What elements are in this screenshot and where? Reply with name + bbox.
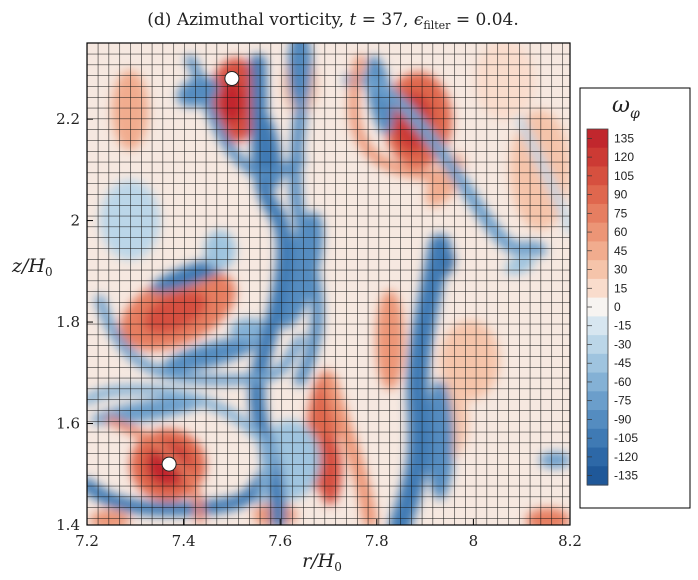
colorbar-swatch (587, 353, 608, 374)
colorbar-swatch (587, 335, 608, 355)
y-tick-label: 1.8 (56, 313, 80, 331)
colorbar-swatch (587, 297, 608, 317)
x-tick-label: 7.6 (268, 532, 292, 550)
plot-area (87, 43, 570, 525)
vortex-core-marker (161, 456, 177, 472)
y-tick-label: 1.4 (56, 516, 80, 534)
colorbar-swatch (587, 466, 608, 486)
y-tick-label: 2 (70, 212, 80, 230)
colorbar-label: -30 (614, 337, 632, 351)
colorbar-label: 120 (614, 150, 634, 164)
chart-title: (d) Azimuthal vorticity, t = 37, ϵfilter… (147, 10, 518, 32)
colorbar-label: -120 (614, 450, 638, 464)
colorbar-swatch (587, 278, 608, 299)
x-axis: 7.2 7.4 7.6 7.8 8 8.2 (75, 519, 582, 550)
colorbar-label: -45 (614, 356, 632, 370)
colorbar-swatch (587, 241, 608, 261)
y-axis: 1.4 1.6 1.8 2 2.2 (56, 110, 93, 534)
colorbar-label: -60 (614, 375, 632, 389)
colorbar-label: 15 (614, 281, 628, 295)
colorbar-swatch (587, 410, 608, 430)
colorbar-label: 0 (614, 300, 621, 314)
y-tick-label: 1.6 (56, 415, 80, 433)
colorbar-swatches: 135 120 105 90 75 60 45 30 15 0 -15 -30 -45 -60 -75 -90… (586, 128, 638, 486)
x-tick-label: 8.2 (558, 532, 582, 550)
colorbar-label: -90 (614, 412, 632, 426)
colorbar-swatch (587, 316, 608, 336)
vortex-core-marker (224, 71, 240, 87)
colorbar-label: 45 (614, 244, 628, 258)
colorbar-swatch (587, 166, 608, 186)
colorbar-label: 135 (614, 131, 634, 145)
colorbar-swatch (587, 147, 608, 168)
colorbar-label: 60 (614, 225, 628, 239)
colorbar-swatch (587, 129, 608, 149)
colorbar-label: 105 (614, 169, 634, 183)
y-axis-label: z/H0 (11, 255, 53, 279)
x-tick-label: 7.2 (75, 532, 99, 550)
colorbar-label: 90 (614, 188, 628, 202)
x-tick-label: 7.8 (365, 532, 389, 550)
colorbar-outline (586, 128, 609, 486)
colorbar-swatch (587, 222, 608, 243)
x-tick-label: 8 (469, 532, 479, 550)
colorbar-label: -15 (614, 319, 632, 333)
colorbar-swatch (587, 203, 608, 224)
colorbar-swatch (587, 372, 608, 392)
colorbar-title: ωφ (612, 93, 640, 122)
plot-frame (86, 42, 571, 526)
colorbar-label: -75 (614, 394, 632, 408)
colorbar-swatch (587, 185, 608, 205)
x-tick-label: 7.4 (172, 532, 196, 550)
colorbar-legend: ωφ 135 120 105 90 75 60 45 30 15 0 -15 -30 -45 -60 -75… (579, 87, 691, 509)
colorbar-label: -105 (614, 431, 638, 445)
colorbar-swatch (587, 428, 608, 449)
x-axis-label: r/H0 (302, 550, 342, 574)
colorbar-label: -135 (614, 469, 638, 483)
mesh-grid (87, 43, 570, 525)
colorbar-swatch (587, 447, 608, 467)
y-tick-label: 2.2 (56, 110, 80, 128)
colorbar-label: 75 (614, 206, 628, 220)
colorbar-swatch (587, 391, 608, 411)
colorbar-label: 30 (614, 263, 628, 277)
colorbar-swatch (587, 260, 608, 280)
